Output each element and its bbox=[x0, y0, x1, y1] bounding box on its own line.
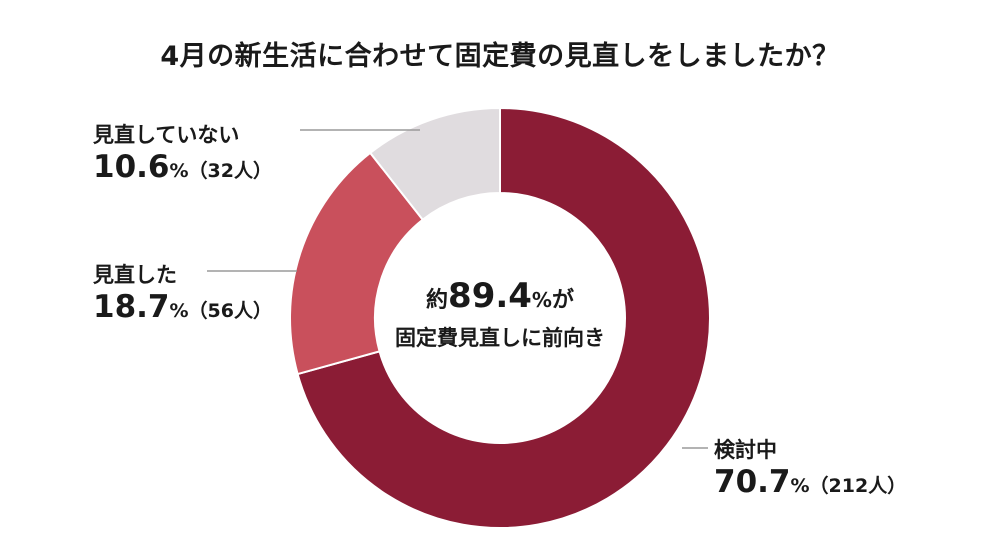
center-prefix: 約 bbox=[426, 287, 448, 313]
center-value: 89.4 bbox=[448, 276, 532, 316]
label-percent: % bbox=[169, 160, 189, 183]
label-reviewed: 見直した 18.7%（56人） bbox=[93, 262, 272, 327]
label-count: （56人） bbox=[188, 300, 272, 323]
center-label-line1: 約89.4%が bbox=[426, 276, 574, 316]
slice-not-reviewed bbox=[368, 106, 501, 222]
label-count: （212人） bbox=[809, 475, 907, 498]
label-percent: % bbox=[790, 475, 810, 498]
label-name: 見直していない bbox=[93, 123, 240, 147]
label-value: 70.7 bbox=[714, 464, 791, 501]
label-considering: 検討中 70.7%（212人） bbox=[714, 437, 906, 502]
label-value: 18.7 bbox=[93, 289, 170, 326]
label-percent: % bbox=[169, 300, 189, 323]
label-name: 検討中 bbox=[714, 438, 777, 462]
label-count: （32人） bbox=[188, 160, 272, 183]
slice-reviewed bbox=[289, 151, 425, 376]
center-label-line2: 固定費見直しに前向き bbox=[395, 326, 605, 350]
center-suffix: が bbox=[552, 287, 574, 313]
center-pct: % bbox=[532, 288, 552, 312]
label-name: 見直した bbox=[93, 263, 177, 287]
label-value: 10.6 bbox=[93, 149, 170, 186]
chart-title: 4月の新生活に合わせて固定費の見直しをしましたか？ bbox=[160, 41, 840, 72]
label-not-reviewed: 見直していない 10.6%（32人） bbox=[93, 122, 272, 187]
slice-considering bbox=[296, 106, 711, 529]
